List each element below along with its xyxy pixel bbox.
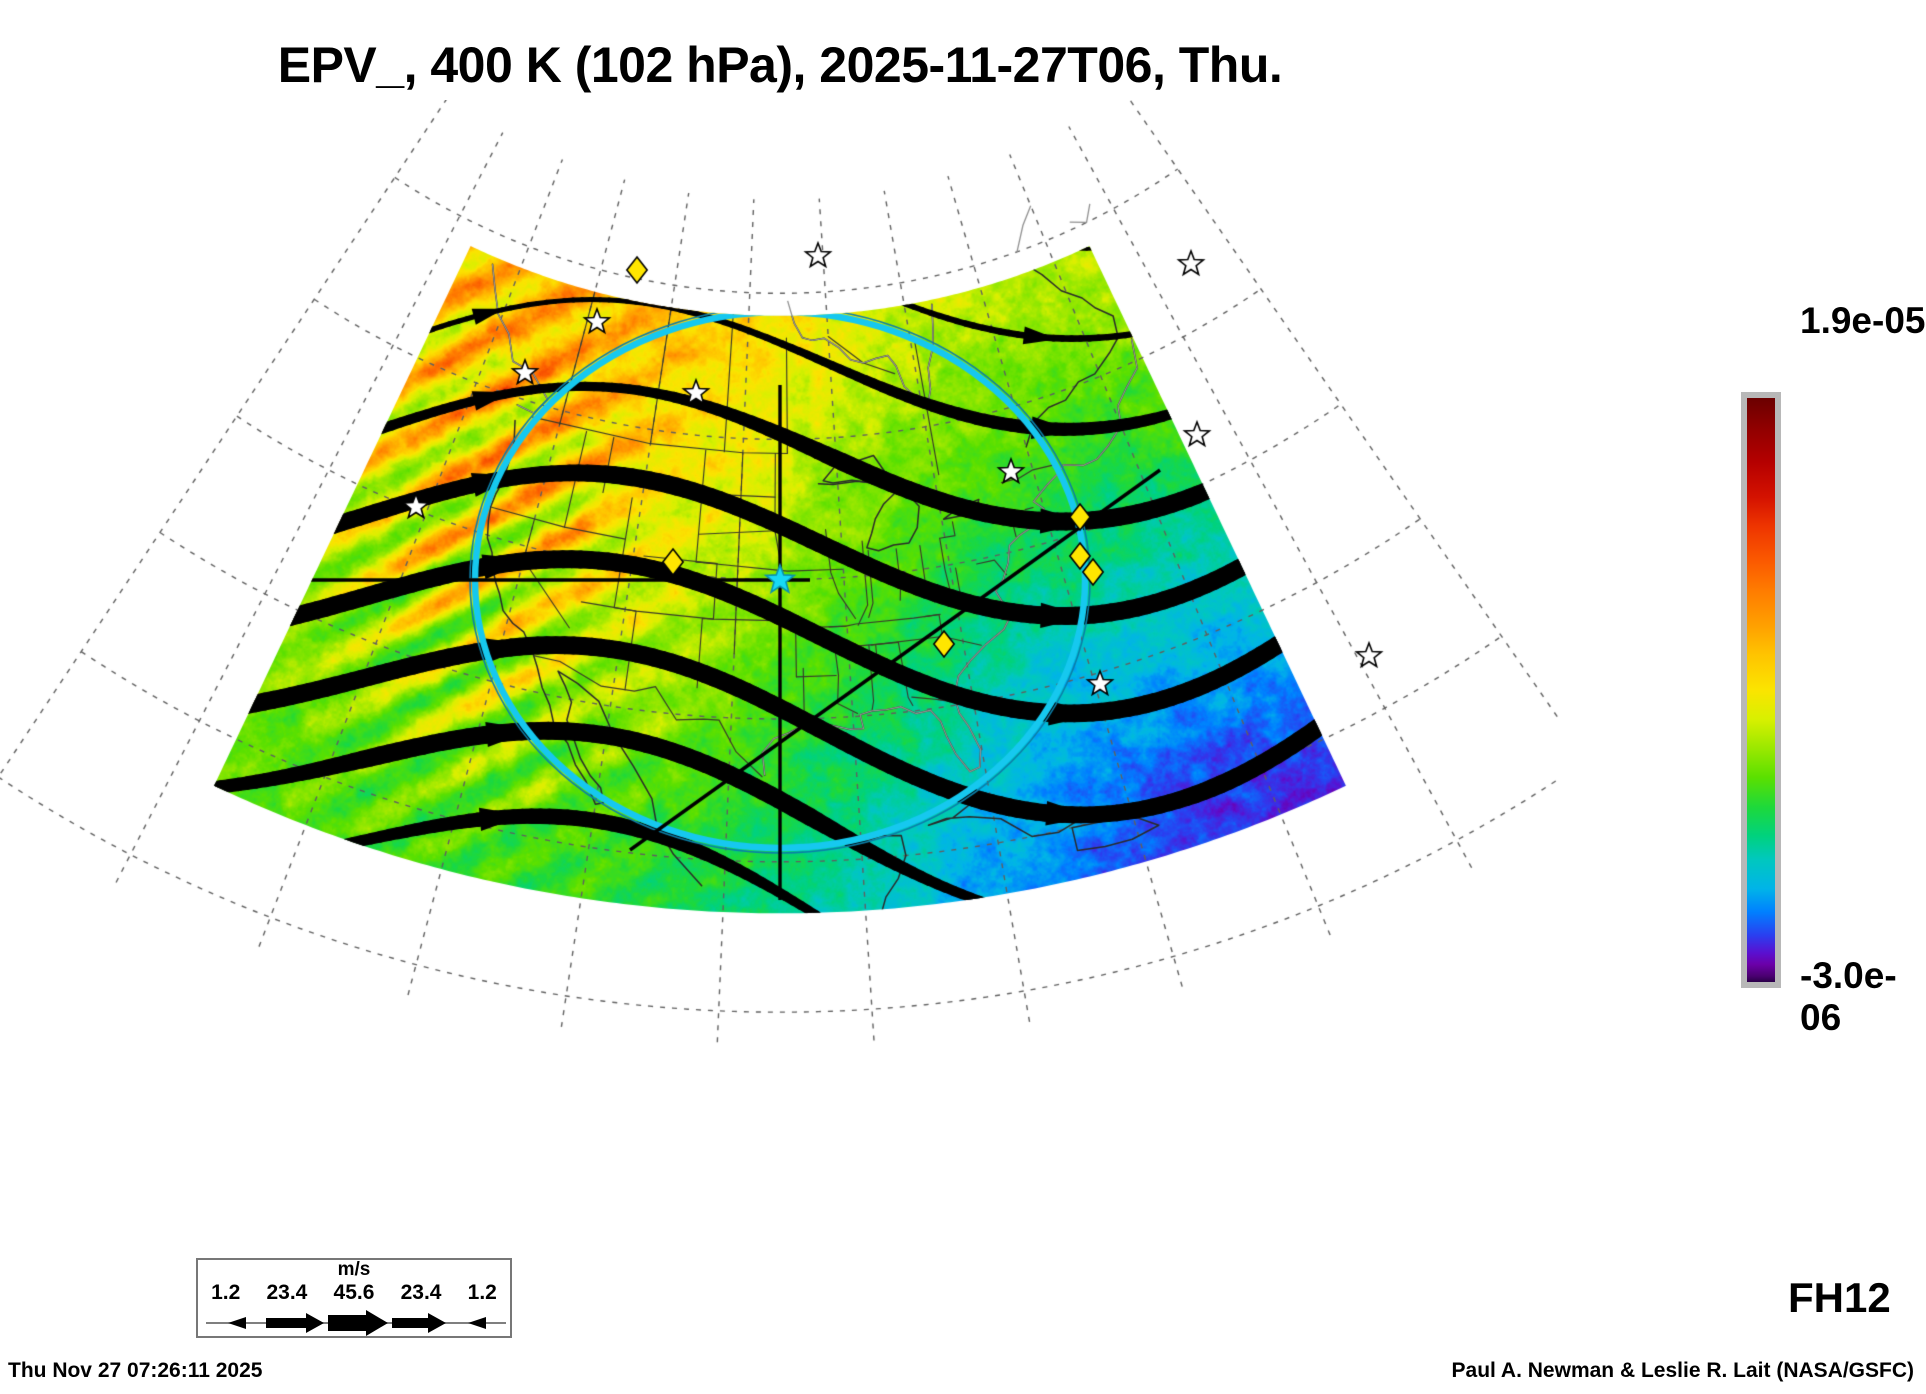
wind-legend-value: 23.4 [266, 1281, 308, 1304]
wind-legend-value: 45.6 [333, 1281, 375, 1304]
wind-legend-arrows [206, 1310, 506, 1336]
wind-legend-value: 23.4 [400, 1281, 442, 1304]
colorbar [1741, 392, 1781, 988]
forecast-hour-label: FH12 [1788, 1274, 1891, 1321]
wind-legend-value: 1.2 [467, 1281, 497, 1304]
wind-legend-values: 1.2 23.4 45.6 23.4 1.2 [198, 1281, 510, 1305]
colorbar-frame [1741, 392, 1781, 988]
wind-legend-unit-label: m/s [337, 1259, 371, 1280]
author-credit: Paul A. Newman & Leslie R. Lait (NASA/GS… [1451, 1359, 1914, 1382]
wind-legend-value: 1.2 [211, 1281, 241, 1304]
epv-map-canvas[interactable] [0, 100, 1560, 1140]
colorbar-min-label: -3.0e-06 [1800, 955, 1897, 1038]
generation-timestamp: Thu Nov 27 07:26:11 2025 [8, 1359, 263, 1382]
wind-speed-legend: m/s 1.2 23.4 45.6 23.4 1.2 [196, 1258, 512, 1338]
colorbar-gradient [1747, 398, 1775, 982]
map-panel[interactable] [0, 100, 1560, 1140]
page-title: EPV_, 400 K (102 hPa), 2025-11-27T06, Th… [277, 37, 1283, 93]
colorbar-max-label: 1.9e-05 [1800, 300, 1926, 341]
